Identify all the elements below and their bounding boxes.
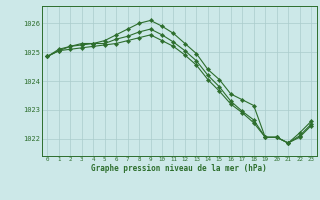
- X-axis label: Graphe pression niveau de la mer (hPa): Graphe pression niveau de la mer (hPa): [91, 164, 267, 173]
